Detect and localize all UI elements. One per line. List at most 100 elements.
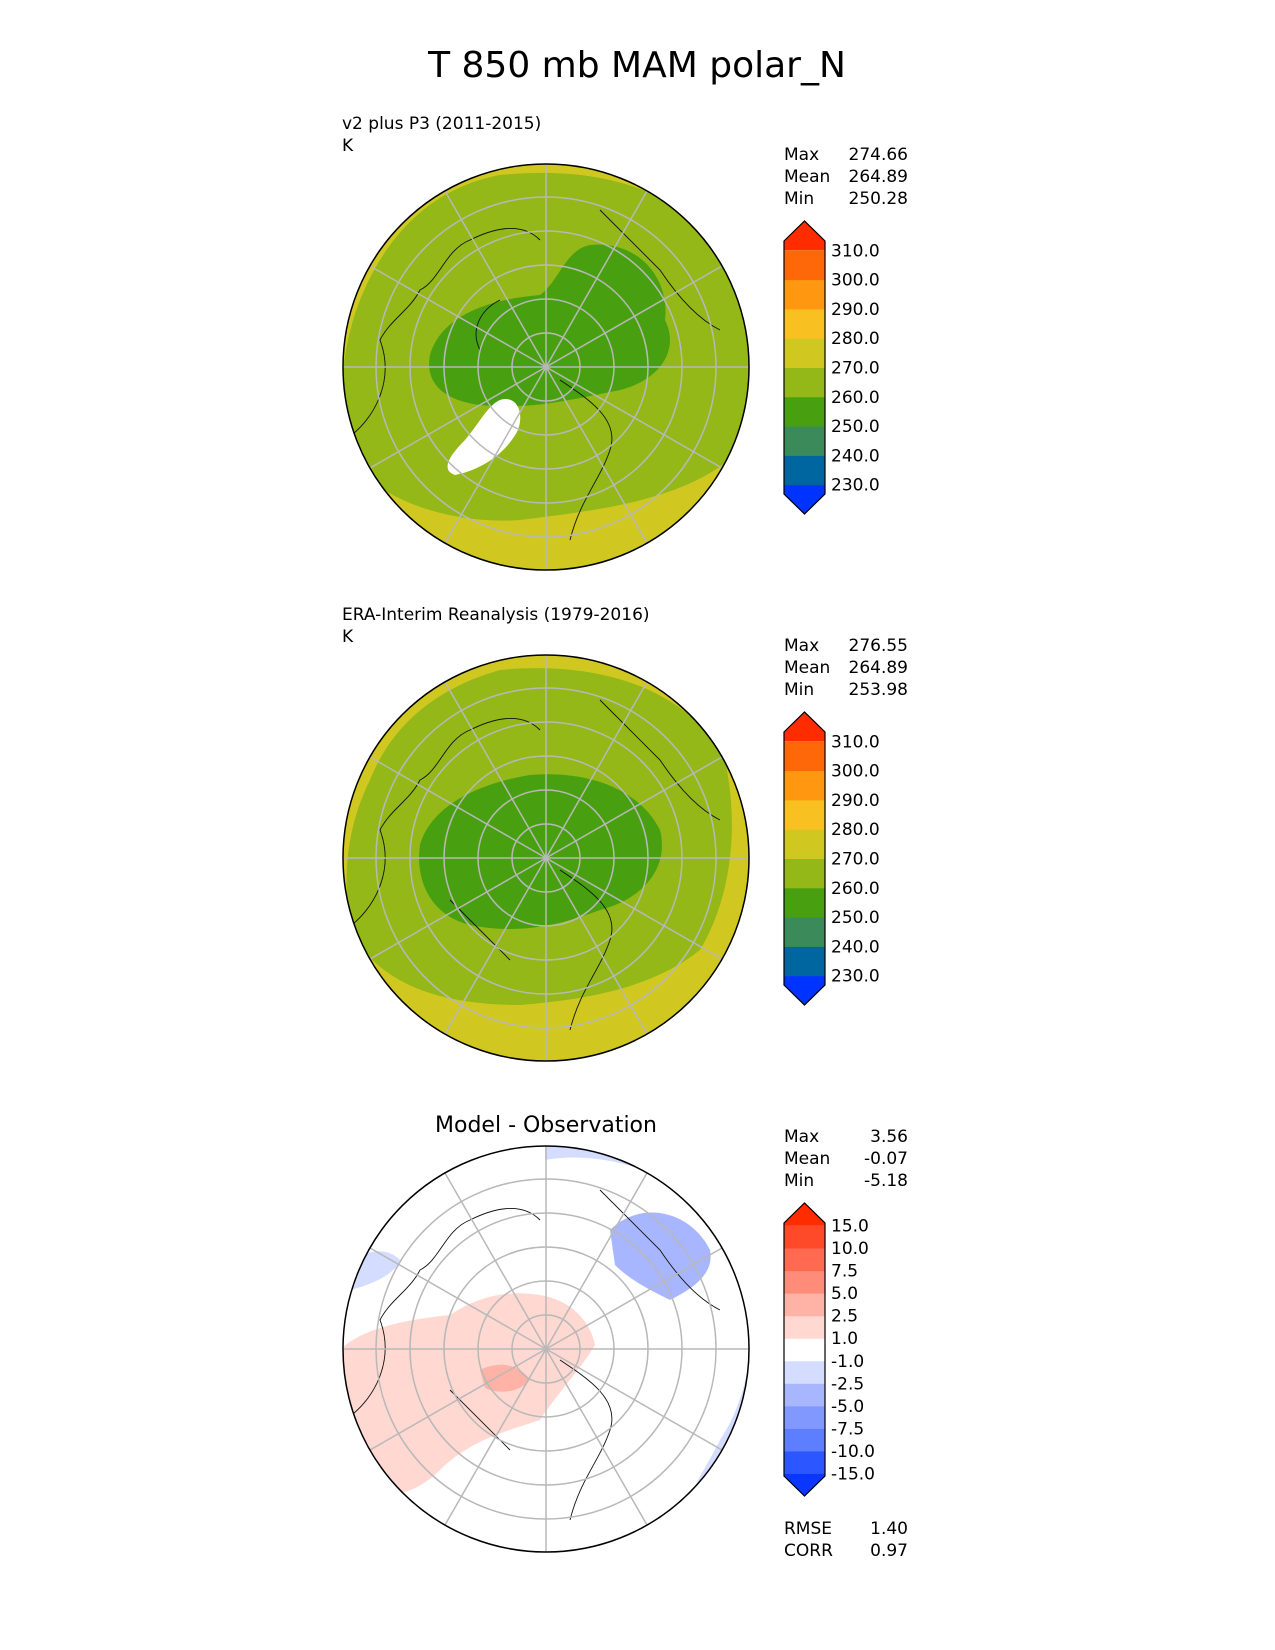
colorbar-tick-label: 5.0 — [831, 1284, 858, 1304]
stat-value-mean: 264.89 — [849, 658, 908, 678]
stat-label-min: Min — [784, 1171, 814, 1191]
colorbar-tick-label: 290.0 — [831, 300, 880, 320]
stat-label-min: Min — [784, 189, 814, 209]
colorbar-segment — [784, 887, 825, 918]
metrics-block: RMSE 1.40 CORR 0.97 — [784, 1519, 908, 1561]
stat-value-max: 3.56 — [870, 1127, 908, 1147]
coastline — [344, 209, 721, 541]
stat-value-min: 250.28 — [849, 189, 908, 209]
metric-value-rmse: 1.40 — [870, 1519, 908, 1539]
stat-value-mean: 264.89 — [849, 167, 908, 187]
stat-value-min: 253.98 — [849, 680, 908, 700]
colorbar-tick-label: 270.0 — [831, 850, 880, 870]
stat-label-min: Min — [784, 680, 814, 700]
colorbar-extend-low — [784, 975, 825, 1005]
colorbar-tick-label: -10.0 — [831, 1442, 875, 1462]
map-field — [343, 655, 749, 1061]
stat-label-max: Max — [784, 145, 819, 165]
colorbar-segment — [784, 829, 825, 859]
colorbar-segment — [784, 426, 825, 456]
colorbar-tick-label: 1.0 — [831, 1329, 858, 1349]
colorbar-segment — [784, 1270, 825, 1294]
colorbar-tick-label: 250.0 — [831, 417, 880, 437]
panel-title-line1: ERA-Interim Reanalysis (1979-2016) — [342, 605, 650, 625]
stat-value-mean: -0.07 — [864, 1149, 908, 1169]
colorbar-tick-label: 300.0 — [831, 762, 880, 782]
colorbar-segment — [784, 741, 825, 772]
colorbar-tick-label: -7.5 — [831, 1419, 864, 1439]
colorbar-segment — [784, 396, 825, 427]
colorbar-segment — [784, 279, 825, 310]
stat-value-max: 274.66 — [849, 145, 908, 165]
colorbar-segment — [784, 1383, 825, 1407]
stats-block: Max 276.55 Mean 264.89 Min 253.98 — [784, 636, 908, 700]
colorbar-tick-label: 10.0 — [831, 1239, 869, 1259]
metric-label-corr: CORR — [784, 1541, 833, 1561]
colorbar-segment — [784, 799, 825, 830]
colorbar-segment — [784, 858, 825, 889]
colorbar-segment — [784, 1405, 825, 1429]
stat-value-max: 276.55 — [849, 636, 908, 656]
colorbar-tick-label: 310.0 — [831, 732, 880, 752]
colorbar-segment — [784, 1338, 825, 1362]
stats-block: Max 274.66 Mean 264.89 Min 250.28 — [784, 145, 908, 209]
map-boundary — [342, 1145, 750, 1553]
metric-label-rmse: RMSE — [784, 1519, 832, 1539]
colorbar-tick-label: -15.0 — [831, 1464, 875, 1484]
map-boundary — [342, 654, 750, 1062]
colorbar-outline — [783, 220, 826, 515]
colorbar-outline — [783, 711, 826, 1006]
colorbar-extend-low — [784, 1473, 825, 1496]
stat-value-min: -5.18 — [864, 1171, 908, 1191]
colorbar-extend-high — [784, 221, 825, 251]
colorbar-segment — [784, 946, 825, 977]
colorbar-tick-label: 280.0 — [831, 329, 880, 349]
colorbar-outline — [783, 1202, 826, 1497]
colorbar: 230.0 240.0 250.0 260.0 270.0 280.0 290.0 300.0… — [783, 711, 880, 1006]
colorbar-segment — [784, 1360, 825, 1384]
colorbar-tick-label: 230.0 — [831, 476, 880, 496]
colorbar-segment — [784, 338, 825, 368]
colorbar-tick-label: 260.0 — [831, 388, 880, 408]
colorbar-tick-label: 230.0 — [831, 967, 880, 987]
colorbar-segment — [784, 250, 825, 281]
colorbar-segment — [784, 455, 825, 486]
colorbar-segment — [784, 1248, 825, 1272]
colorbar-tick-label: 290.0 — [831, 791, 880, 811]
stat-label-mean: Mean — [784, 1149, 830, 1169]
colorbar-segment — [784, 917, 825, 947]
stat-label-mean: Mean — [784, 658, 830, 678]
colorbar-segment — [784, 367, 825, 398]
colorbar-tick-label: 2.5 — [831, 1307, 858, 1327]
panel-title: Model - Observation — [435, 1113, 657, 1138]
colorbar-tick-label: 250.0 — [831, 908, 880, 928]
graticule — [343, 164, 749, 570]
field-cool-bias-strong — [610, 1212, 711, 1300]
figure-title: T 850 mb MAM polar_N — [427, 45, 846, 86]
colorbar-extend-low — [784, 484, 825, 514]
map-field — [343, 1146, 749, 1552]
colorbar-tick-label: 240.0 — [831, 446, 880, 466]
panel-title-line1: v2 plus P3 (2011-2015) — [342, 114, 541, 134]
colorbar-tick-label: -5.0 — [831, 1397, 864, 1417]
colorbar-segment — [784, 1428, 825, 1452]
field-260-270 — [429, 244, 670, 407]
colorbar-tick-label: -1.0 — [831, 1352, 864, 1372]
colorbar-tick-label: 280.0 — [831, 820, 880, 840]
colorbar-tick-label: -2.5 — [831, 1374, 864, 1394]
colorbar-segment — [784, 1450, 825, 1474]
coastline — [344, 699, 721, 1031]
colorbar-segment — [784, 1225, 825, 1249]
colorbar-segment — [784, 308, 825, 339]
graticule — [343, 1146, 749, 1552]
panel-title-units: K — [342, 136, 354, 156]
colorbar-tick-label: 260.0 — [831, 879, 880, 899]
stat-label-mean: Mean — [784, 167, 830, 187]
map-boundary — [342, 163, 750, 571]
colorbar-extend-high — [784, 712, 825, 742]
stats-block: Max 3.56 Mean -0.07 Min -5.18 — [784, 1127, 908, 1191]
colorbar-segment — [784, 770, 825, 801]
colorbar-segment — [784, 1315, 825, 1339]
stat-label-max: Max — [784, 636, 819, 656]
colorbar-tick-label: 300.0 — [831, 271, 880, 291]
